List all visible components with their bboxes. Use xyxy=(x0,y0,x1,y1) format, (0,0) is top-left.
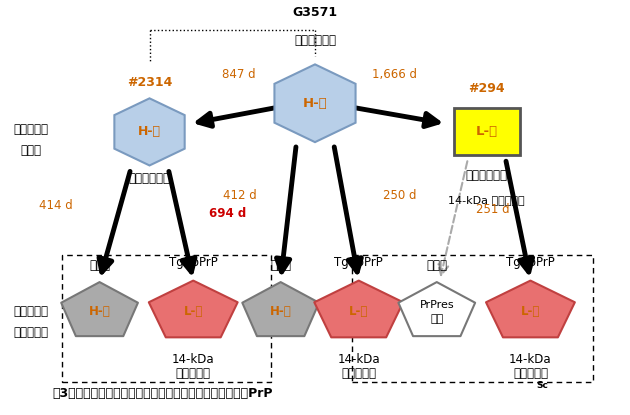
Text: H-型: H-型 xyxy=(270,305,292,318)
Bar xyxy=(62,255,272,381)
Text: 847 d: 847 d xyxy=(222,68,255,81)
Text: L-型: L-型 xyxy=(349,305,369,318)
Text: H-型: H-型 xyxy=(138,125,161,138)
Text: なし: なし xyxy=(430,314,444,325)
Text: サフォーク種: サフォーク種 xyxy=(294,34,336,47)
Text: TgBoPrP: TgBoPrP xyxy=(335,256,383,269)
Text: コリデール種: コリデール種 xyxy=(466,169,508,182)
Polygon shape xyxy=(243,282,319,336)
Text: バンドなし: バンドなし xyxy=(341,367,376,380)
Text: TgBoPrP: TgBoPrP xyxy=(506,256,555,269)
Text: 図3．同種間および異種間のプリオン伝達により出現するPrP: 図3．同種間および異種間のプリオン伝達により出現するPrP xyxy=(53,387,273,400)
Text: 694 d: 694 d xyxy=(209,207,246,220)
Text: 野生型: 野生型 xyxy=(427,259,447,272)
Text: L-型: L-型 xyxy=(183,305,203,318)
Text: （マウス）: （マウス） xyxy=(13,326,49,339)
Polygon shape xyxy=(398,282,475,336)
Text: バンドなし: バンドなし xyxy=(176,367,210,380)
Polygon shape xyxy=(486,281,575,337)
Polygon shape xyxy=(314,281,403,337)
Text: 412 d: 412 d xyxy=(223,189,257,202)
Text: TgBoPrP: TgBoPrP xyxy=(169,256,217,269)
Bar xyxy=(352,255,593,381)
Polygon shape xyxy=(61,282,138,336)
Text: 1,666 d: 1,666 d xyxy=(372,68,417,81)
Text: 野生型: 野生型 xyxy=(270,259,291,272)
Text: L-型: L-型 xyxy=(521,305,540,318)
Text: （羊）: （羊） xyxy=(20,144,42,157)
Text: #294: #294 xyxy=(469,82,505,95)
Text: 14-kDa: 14-kDa xyxy=(172,353,215,366)
Text: サフォーク種: サフォーク種 xyxy=(129,172,171,185)
Text: #2314: #2314 xyxy=(127,76,172,89)
Text: PrPres: PrPres xyxy=(420,300,454,310)
Text: 野生型: 野生型 xyxy=(89,259,110,272)
Text: H-型: H-型 xyxy=(302,97,328,110)
Polygon shape xyxy=(275,64,355,142)
Text: 14-kDa: 14-kDa xyxy=(509,353,552,366)
Text: 251 d: 251 d xyxy=(476,203,510,216)
Text: 14-kDa: 14-kDa xyxy=(338,353,380,366)
Bar xyxy=(454,108,520,156)
Text: 同種間伝達: 同種間伝達 xyxy=(13,123,49,137)
Text: 14-kDa バンドあり: 14-kDa バンドあり xyxy=(449,195,525,205)
Text: Sc: Sc xyxy=(537,381,549,390)
Text: バンドなし: バンドなし xyxy=(513,367,548,380)
Text: 異種間伝達: 異種間伝達 xyxy=(13,305,49,318)
Text: G3571: G3571 xyxy=(292,6,338,20)
Text: H-型: H-型 xyxy=(89,305,110,318)
Polygon shape xyxy=(115,98,185,166)
Polygon shape xyxy=(149,281,238,337)
Text: L-型: L-型 xyxy=(476,125,498,138)
Text: 414 d: 414 d xyxy=(39,199,72,212)
Text: 250 d: 250 d xyxy=(382,189,416,202)
